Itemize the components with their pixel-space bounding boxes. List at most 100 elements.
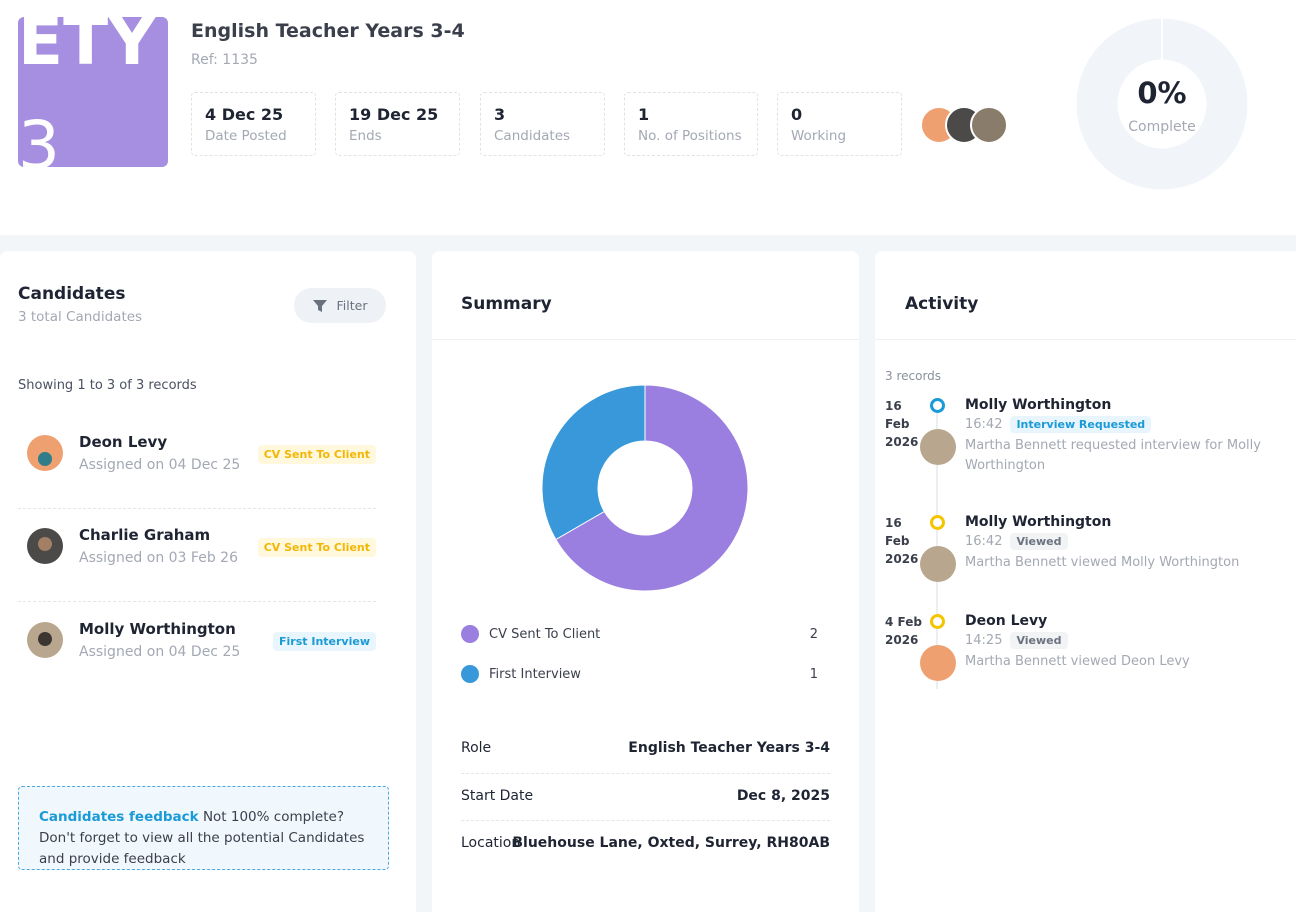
feedback-box: Candidates feedback Not 100% complete? D… <box>18 786 389 870</box>
progress-ring <box>1076 18 1248 190</box>
panel-title: Activity <box>905 294 979 314</box>
candidates-panel: Candidates 3 total Candidates Filter Sho… <box>0 251 416 912</box>
avatar <box>970 106 1008 144</box>
panel-title: Summary <box>461 294 552 314</box>
stat: 1 No. of Positions <box>624 92 758 156</box>
job-title: English Teacher Years 3-4 <box>191 20 465 42</box>
activity-tag: Interview Requested <box>1010 416 1152 433</box>
donut-segment <box>555 384 749 592</box>
avatar <box>27 622 63 658</box>
activity-text: Martha Bennett viewed Deon Levy <box>965 654 1190 669</box>
legend-label: CV Sent To Client <box>489 627 601 642</box>
detail-value: English Teacher Years 3-4 <box>628 740 830 756</box>
activity-tag: Viewed <box>1010 632 1068 649</box>
stat-label: Date Posted <box>205 128 287 144</box>
stat-label: Working <box>791 128 847 144</box>
stat-value: 3 <box>494 105 506 124</box>
records-count: 3 records <box>885 369 942 383</box>
panel-subtitle: 3 total Candidates <box>18 309 143 325</box>
detail-label: Role <box>461 740 492 756</box>
stat-label: Candidates <box>494 128 571 144</box>
stat-label: No. of Positions <box>638 128 742 144</box>
avatar <box>920 546 956 582</box>
divider <box>18 601 376 602</box>
detail-value: Bluehouse Lane, Oxted, Surrey, RH80AB <box>512 835 830 851</box>
status-badge: CV Sent To Client <box>257 445 376 464</box>
stat: 0 Working <box>777 92 902 156</box>
legend-label: First Interview <box>489 667 581 682</box>
timeline-dot <box>930 398 945 413</box>
legend-marker <box>461 625 479 643</box>
activity-date: 4 Feb 2026 <box>885 615 922 647</box>
candidate-assigned: Assigned on 04 Dec 25 <box>79 644 241 660</box>
summary-donut <box>541 384 749 592</box>
activity-name: Molly Worthington <box>965 397 1112 413</box>
status-badge: CV Sent To Client <box>257 538 376 557</box>
status-badge: First Interview <box>273 632 376 651</box>
feedback-content: Candidates feedback Not 100% complete? D… <box>39 787 368 870</box>
activity-date: 16 Feb 2026 <box>885 516 919 566</box>
activity-meta: 14:25 Viewed <box>965 632 1068 649</box>
stat-value: 0 <box>791 105 803 124</box>
stat-label: Ends <box>349 128 382 144</box>
activity-text: Martha Bennett requested interview for M… <box>965 438 1261 473</box>
filter-button[interactable]: Filter <box>294 288 386 323</box>
feedback-text: Not 100% complete? Don't forget to view … <box>39 809 365 867</box>
timeline-dot <box>930 614 945 629</box>
logo-text: ETY <box>18 17 156 80</box>
divider <box>461 773 830 774</box>
detail-label: Start Date <box>461 788 534 804</box>
candidate-row[interactable]: Deon Levy Assigned on 04 Dec 25 CV Sent … <box>0 425 416 481</box>
stat: 3 Candidates <box>480 92 605 156</box>
activity-name: Molly Worthington <box>965 514 1112 530</box>
candidate-assigned: Assigned on 04 Dec 25 <box>79 457 241 473</box>
panel-title: Candidates <box>18 284 126 304</box>
activity-name: Deon Levy <box>965 613 1048 629</box>
summary-panel: Summary Role English Teacher Years 3-4 S… <box>432 251 859 912</box>
divider <box>18 508 376 509</box>
feedback-link[interactable]: Candidates feedback <box>39 809 199 825</box>
activity-time: 16:42 <box>965 534 1003 549</box>
avatar <box>920 645 956 681</box>
legend-count: 1 <box>809 667 818 682</box>
panel-divider <box>875 339 1296 340</box>
panel-divider <box>432 339 859 340</box>
activity-panel: Activity 3 records 16 Feb 2026 Molly Wort… <box>875 251 1296 912</box>
stat: 19 Dec 25 Ends <box>335 92 460 156</box>
stat-value: 19 Dec 25 <box>349 105 439 124</box>
progress-label: Complete <box>1128 119 1196 135</box>
candidate-name: Deon Levy <box>79 433 168 451</box>
detail-label: Location <box>461 835 521 851</box>
candidate-row[interactable]: Charlie Graham Assigned on 03 Feb 26 CV … <box>0 518 416 574</box>
avatar <box>920 429 956 465</box>
logo-text: 3 <box>18 107 60 168</box>
legend-marker <box>461 665 479 683</box>
divider <box>461 820 830 821</box>
records-info: Showing 1 to 3 of 3 records <box>18 378 197 393</box>
legend-count: 2 <box>809 627 818 642</box>
activity-meta: 16:42 Viewed <box>965 533 1068 550</box>
activity-tag: Viewed <box>1010 533 1068 550</box>
job-ref: Ref: 1135 <box>191 52 258 68</box>
candidate-row[interactable]: Molly Worthington Assigned on 04 Dec 25 … <box>0 612 416 668</box>
avatar <box>27 528 63 564</box>
progress-value: 0% <box>1137 76 1187 110</box>
activity-date: 16 Feb 2026 <box>885 399 919 449</box>
candidate-assigned: Assigned on 03 Feb 26 <box>79 550 238 566</box>
detail-value: Dec 8, 2025 <box>736 788 830 804</box>
stat: 4 Dec 25 Date Posted <box>191 92 316 156</box>
activity-time: 14:25 <box>965 633 1003 648</box>
stat-value: 1 <box>638 105 650 124</box>
avatar-group <box>920 106 1008 144</box>
activity-time: 16:42 <box>965 417 1003 432</box>
job-logo: ETY 3 <box>18 17 168 167</box>
stat-value: 4 Dec 25 <box>205 105 284 124</box>
avatar <box>27 435 63 471</box>
activity-meta: 16:42 Interview Requested <box>965 416 1152 433</box>
donut-segment <box>541 384 646 541</box>
timeline-dot <box>930 515 945 530</box>
filter-icon <box>312 299 327 312</box>
candidate-name: Molly Worthington <box>79 620 236 638</box>
activity-text: Martha Bennett viewed Molly Worthington <box>965 555 1240 570</box>
